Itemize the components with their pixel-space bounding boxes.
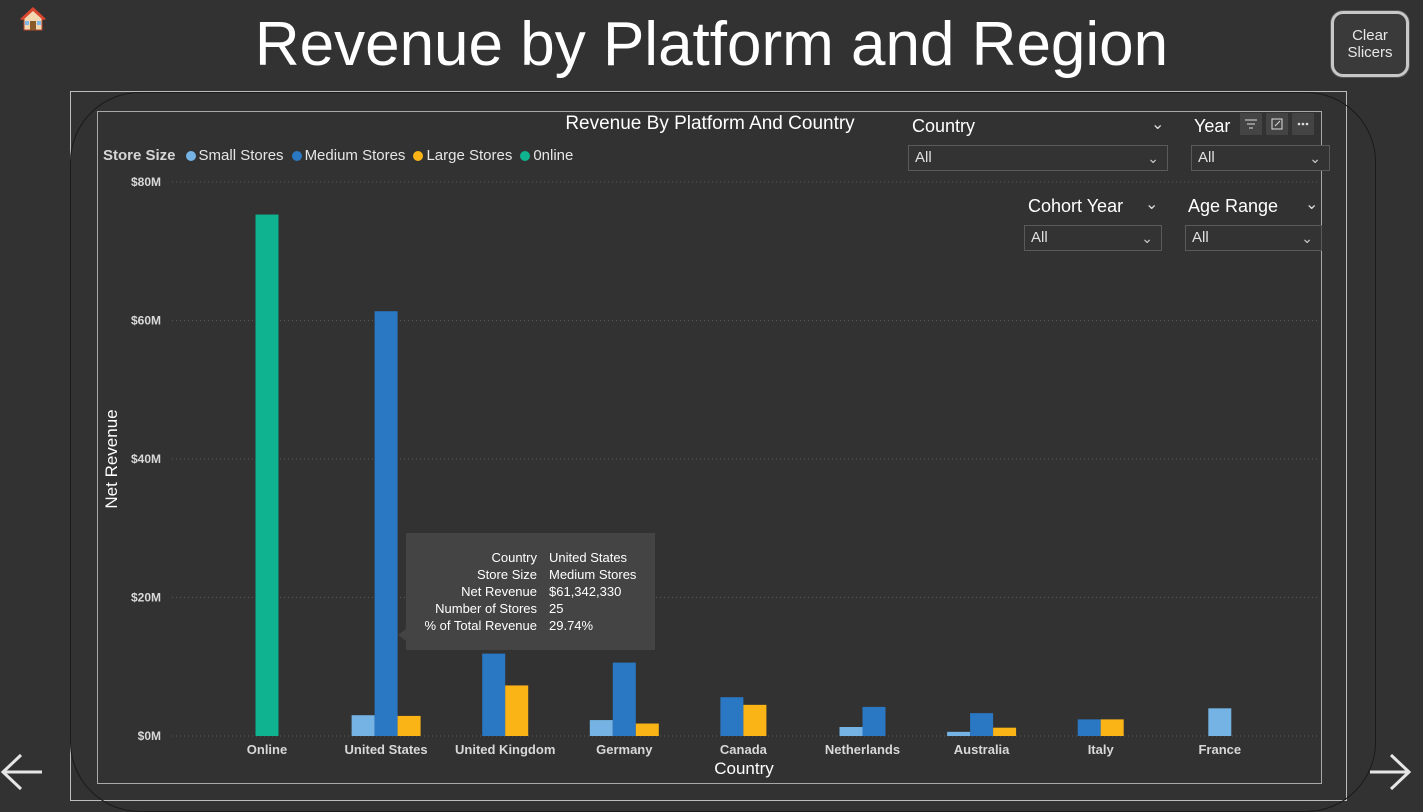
legend-label: 0nline: [533, 147, 574, 164]
slicer-country-label: Country: [912, 116, 976, 136]
bar-medium-stores: [720, 697, 744, 736]
x-tick-label: Canada: [720, 742, 768, 757]
y-tick-label: $20M: [131, 591, 161, 605]
chart-tooltip: Country United States Store Size Medium St…: [398, 533, 655, 650]
tooltip-key: % of Total Revenue: [424, 618, 538, 633]
legend-dot-online: [520, 150, 531, 161]
chevron-down-icon[interactable]: ⌄: [1151, 116, 1165, 133]
legend-item-large-stores[interactable]: Large Stores: [413, 147, 512, 164]
bar-large-stores: [1100, 719, 1124, 736]
slicer-value: All: [1192, 229, 1209, 246]
tooltip-row: Net Revenue $61,342,330: [406, 583, 655, 600]
bar-small-stores: [947, 731, 971, 736]
bar-medium-stores: [970, 713, 994, 736]
legend-label: Large Stores: [426, 147, 513, 164]
tooltip-value: United States: [549, 550, 628, 565]
tooltip-value: 25: [549, 601, 564, 616]
slicer-year-dropdown[interactable]: All ⌄: [1191, 145, 1330, 171]
x-tick-label: Germany: [596, 742, 653, 757]
x-tick-label: Online: [247, 742, 287, 757]
x-tick-label: Australia: [954, 742, 1010, 757]
arrow-left-icon[interactable]: [0, 752, 44, 792]
visual-header: [1240, 113, 1314, 135]
tooltip-row: Store Size Medium Stores: [406, 566, 655, 583]
clear-slicers-button[interactable]: Clear Slicers: [1331, 11, 1409, 77]
legend-dot-medium: [291, 150, 302, 161]
bar-medium-stores: [374, 311, 398, 736]
legend-item-online[interactable]: 0nline: [520, 147, 573, 164]
slicer-cohort-year-label: Cohort Year: [1028, 196, 1124, 216]
slicer-age-range-label: Age Range: [1188, 196, 1279, 216]
bar-small-stores: [839, 726, 863, 736]
chart-title: Revenue By Platform And Country: [565, 113, 855, 134]
y-tick-label: $0M: [138, 729, 161, 743]
bar-large-stores: [635, 723, 659, 736]
focus-mode-icon[interactable]: [1266, 113, 1288, 135]
chart-visual-frame: [97, 111, 1322, 784]
bar-0nline: [255, 214, 279, 737]
chevron-down-icon: ⌄: [1147, 150, 1159, 166]
chevron-down-icon[interactable]: ⌄: [1145, 196, 1159, 213]
tooltip-value: 29.74%: [549, 618, 594, 633]
slicer-value: All: [1031, 229, 1048, 246]
legend-item-small-stores[interactable]: Small Stores: [185, 147, 284, 164]
y-tick-label: $60M: [131, 314, 161, 328]
home-icon[interactable]: [20, 6, 46, 32]
x-tick-label: United Kingdom: [455, 742, 555, 757]
x-tick-label: Italy: [1088, 742, 1115, 757]
chart-legend: Store Size Small Stores Medium Stores La…: [103, 147, 581, 164]
bar-small-stores: [351, 715, 375, 736]
bar-medium-stores: [612, 662, 636, 736]
more-options-icon[interactable]: [1292, 113, 1314, 135]
chevron-down-icon: ⌄: [1141, 230, 1153, 246]
bar-large-stores: [505, 685, 529, 736]
x-axis-title: Country: [714, 759, 774, 778]
tooltip-row: % of Total Revenue 29.74%: [406, 617, 655, 634]
tooltip-value: Medium Stores: [549, 567, 637, 582]
tooltip-value: $61,342,330: [549, 584, 622, 599]
bar-small-stores: [1208, 708, 1232, 736]
bar-medium-stores: [482, 653, 506, 736]
y-tick-label: $80M: [131, 175, 161, 189]
x-tick-label: United States: [345, 742, 428, 757]
legend-dot-large: [413, 150, 424, 161]
legend-label: Medium Stores: [304, 147, 406, 164]
bar-large-stores: [743, 704, 767, 736]
bar-large-stores: [993, 727, 1017, 736]
x-tick-label: France: [1198, 742, 1241, 757]
page-title: Revenue by Platform and Region: [254, 10, 1169, 79]
tooltip-row: Country United States: [406, 549, 655, 566]
chevron-down-icon: ⌄: [1309, 150, 1321, 166]
x-tick-label: Netherlands: [825, 742, 900, 757]
y-axis-title: Net Revenue: [102, 409, 121, 508]
arrow-right-icon[interactable]: [1368, 752, 1412, 792]
legend-item-medium-stores[interactable]: Medium Stores: [291, 147, 406, 164]
chevron-down-icon: ⌄: [1301, 230, 1313, 246]
slicer-cohort-year-dropdown[interactable]: All ⌄: [1024, 225, 1162, 251]
tooltip-key: Net Revenue: [461, 584, 537, 599]
slicer-age-range-dropdown[interactable]: All ⌄: [1185, 225, 1322, 251]
tooltip-key: Number of Stores: [435, 601, 537, 616]
tooltip-key: Country: [491, 550, 537, 565]
slicer-year-label: Year: [1194, 116, 1231, 136]
bar-small-stores: [589, 720, 613, 736]
tooltip-row: Number of Stores 25: [406, 600, 655, 617]
slicer-country-dropdown[interactable]: All ⌄: [908, 145, 1168, 171]
slicer-value: All: [915, 149, 932, 166]
slicer-value: All: [1198, 149, 1215, 166]
bar-medium-stores: [1077, 719, 1101, 736]
filter-icon[interactable]: [1240, 113, 1262, 135]
bar-medium-stores: [862, 706, 886, 736]
legend-label: Small Stores: [198, 147, 284, 164]
tooltip-pointer: [398, 629, 406, 641]
tooltip-key: Store Size: [477, 567, 537, 582]
y-tick-label: $40M: [131, 452, 161, 466]
legend-title: Store Size: [103, 147, 176, 164]
legend-dot-small: [185, 150, 196, 161]
chevron-down-icon[interactable]: ⌄: [1305, 196, 1319, 213]
bar-large-stores: [397, 715, 421, 736]
